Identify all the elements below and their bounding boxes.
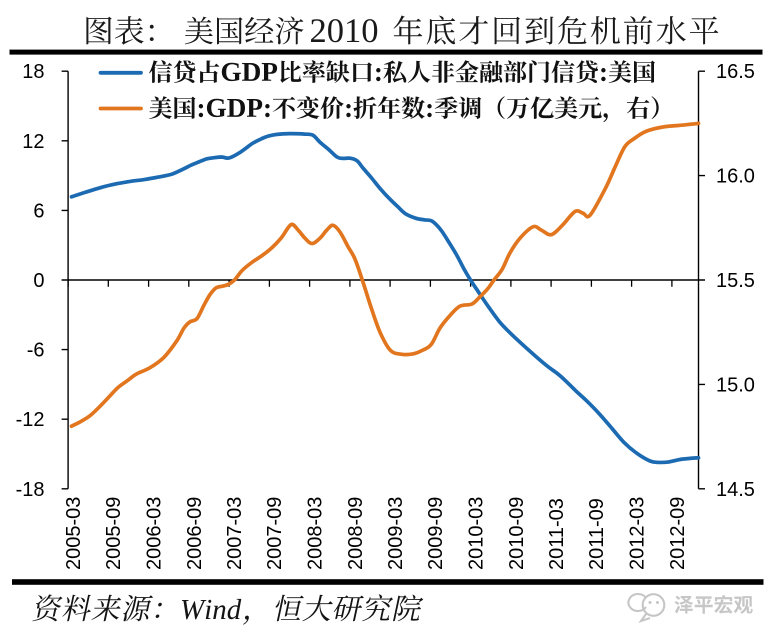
svg-text:12: 12 xyxy=(22,131,44,153)
svg-text:2005-09: 2005-09 xyxy=(103,497,125,570)
svg-text:2010-09: 2010-09 xyxy=(506,497,528,570)
svg-text:6: 6 xyxy=(33,200,44,222)
svg-text:2012-03: 2012-03 xyxy=(627,497,649,570)
svg-text:-6: -6 xyxy=(27,340,45,362)
svg-text:2009-09: 2009-09 xyxy=(425,497,447,570)
svg-text:18: 18 xyxy=(22,61,44,83)
svg-text:2006-09: 2006-09 xyxy=(184,497,206,570)
svg-text:2006-03: 2006-03 xyxy=(144,497,166,570)
svg-text:15.5: 15.5 xyxy=(716,270,755,292)
svg-text:16.0: 16.0 xyxy=(716,166,755,188)
svg-text:2010-03: 2010-03 xyxy=(466,497,488,570)
svg-text:2011-09: 2011-09 xyxy=(586,498,608,570)
svg-text:16.5: 16.5 xyxy=(716,61,755,83)
svg-text:2009-03: 2009-03 xyxy=(385,497,407,570)
svg-text:2007-03: 2007-03 xyxy=(224,497,246,570)
svg-text:2005-03: 2005-03 xyxy=(63,497,85,570)
svg-text:2008-09: 2008-09 xyxy=(345,497,367,570)
svg-text:2011-03: 2011-03 xyxy=(546,498,568,570)
svg-text:15.0: 15.0 xyxy=(716,374,755,396)
svg-text:2012-09: 2012-09 xyxy=(667,497,689,570)
svg-text:-12: -12 xyxy=(16,409,45,431)
svg-text:0: 0 xyxy=(33,270,44,292)
svg-text:-18: -18 xyxy=(16,479,45,501)
svg-text:2008-03: 2008-03 xyxy=(305,497,327,570)
svg-text:2007-09: 2007-09 xyxy=(264,497,286,570)
svg-text:14.5: 14.5 xyxy=(716,479,755,501)
